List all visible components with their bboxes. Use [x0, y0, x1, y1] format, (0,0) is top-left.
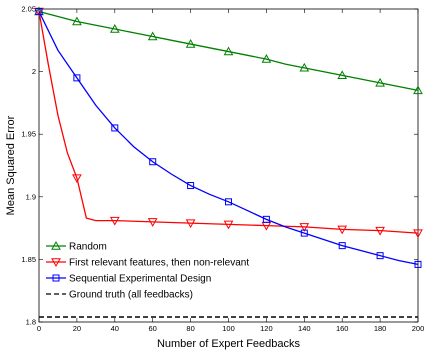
- series-line: [38, 10, 419, 92]
- triangle-up-marker: [299, 62, 310, 72]
- square-marker: [300, 229, 308, 237]
- legend-label: First relevant features, then non-releva…: [69, 258, 249, 269]
- triangle-up-marker: [223, 46, 234, 56]
- triangle-up-marker: [337, 70, 348, 80]
- triangle-down-marker: [299, 223, 310, 232]
- triangle-down-marker: [147, 218, 158, 227]
- triangle-up-marker: [375, 77, 385, 87]
- square-marker: [225, 198, 232, 206]
- triangle-down-marker: [185, 219, 196, 229]
- triangle-down-marker: [223, 220, 234, 230]
- legend-item: Random: [46, 240, 107, 253]
- triangle-up-marker: [413, 85, 423, 95]
- square-marker: [111, 124, 119, 132]
- series-3: [35, 8, 422, 268]
- square-marker: [52, 274, 60, 282]
- triangle-up-marker: [72, 16, 82, 26]
- x-tick-label: 120: [260, 324, 273, 333]
- y-axis-ticks: 1.8 1.85 1.9 1.95 2 2.05: [21, 5, 418, 327]
- series-line: [38, 11, 419, 234]
- y-tick-label: 1.95: [21, 130, 36, 139]
- legend-label: Random: [69, 242, 107, 253]
- x-axis-label: Number of Expert Feedbacks: [157, 338, 301, 350]
- x-axis-ticks: 0 20 40 60 80 100 120 140 160 180 200: [37, 9, 424, 333]
- legend-label: Sequential Experimental Design: [69, 274, 211, 285]
- y-tick-label: 1.85: [21, 255, 36, 264]
- x-tick-label: 140: [298, 324, 311, 333]
- triangle-down-marker: [109, 216, 120, 226]
- triangle-down-marker: [51, 258, 61, 268]
- legend-item: First relevant features, then non-releva…: [46, 258, 249, 269]
- legend-label: Ground truth (all feedbacks): [69, 290, 193, 301]
- y-axis-label: Mean Squared Error: [5, 115, 17, 215]
- x-tick-label: 180: [374, 324, 387, 333]
- triangle-up-marker: [185, 39, 196, 48]
- legend: Random First relevant features, then non-…: [46, 240, 249, 301]
- y-tick-label: 1.8: [26, 318, 36, 327]
- x-tick-label: 100: [222, 324, 235, 333]
- square-marker: [187, 182, 195, 190]
- x-tick-label: 160: [336, 324, 349, 333]
- y-tick-label: 2: [32, 67, 36, 76]
- triangle-down-marker: [72, 174, 82, 184]
- triangle-up-marker: [147, 31, 158, 41]
- triangle-up-marker: [109, 24, 120, 33]
- triangle-up-marker: [51, 240, 61, 250]
- x-tick-label: 80: [186, 324, 194, 333]
- x-tick-label: 40: [111, 324, 119, 333]
- x-tick-label: 60: [149, 324, 157, 333]
- legend-item: Sequential Experimental Design: [46, 274, 211, 285]
- square-marker: [35, 8, 43, 16]
- y-tick-label: 2.05: [21, 5, 36, 14]
- series-2: [34, 7, 423, 239]
- x-tick-label: 20: [73, 324, 81, 333]
- square-marker: [262, 215, 270, 223]
- square-marker: [376, 252, 384, 260]
- x-tick-label: 200: [412, 324, 424, 333]
- triangle-down-marker: [413, 229, 423, 239]
- triangle-up-marker: [261, 54, 272, 63]
- square-marker: [414, 260, 422, 268]
- legend-item: Ground truth (all feedbacks): [46, 290, 193, 301]
- triangle-down-marker: [375, 226, 385, 236]
- square-marker: [73, 74, 81, 82]
- x-tick-label: 0: [37, 324, 41, 333]
- plot-area: [38, 8, 419, 323]
- square-marker: [338, 242, 346, 250]
- square-marker: [149, 158, 157, 166]
- y-tick-label: 1.9: [26, 192, 36, 201]
- triangle-down-marker: [337, 225, 348, 235]
- series-line: [38, 11, 419, 266]
